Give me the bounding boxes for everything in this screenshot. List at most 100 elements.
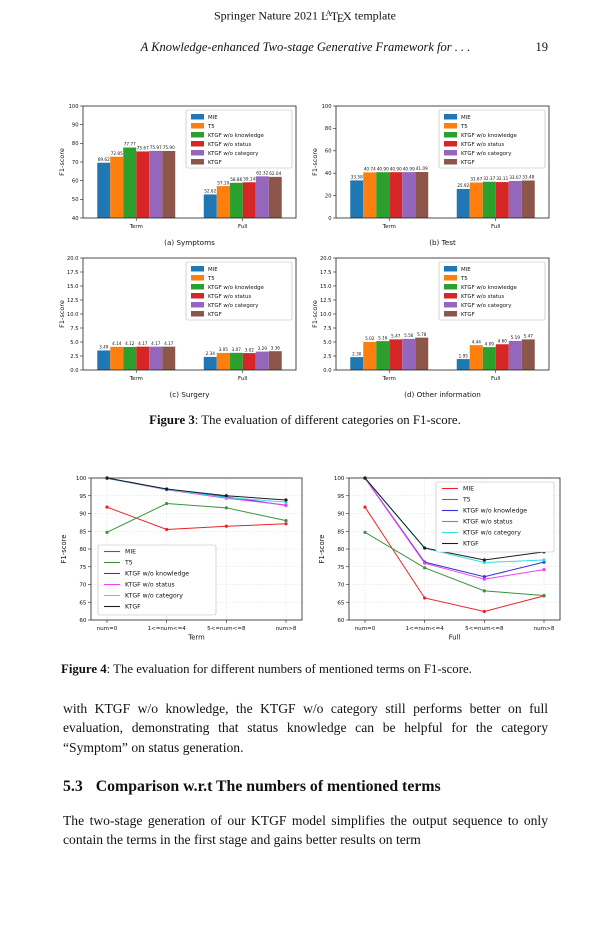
svg-text:15.0: 15.0 [67, 284, 79, 290]
svg-text:4.17: 4.17 [138, 341, 148, 346]
svg-text:KTGF w/o knowledge: KTGF w/o knowledge [463, 508, 527, 515]
svg-text:Term: Term [187, 634, 205, 642]
svg-text:3.49: 3.49 [99, 345, 109, 350]
svg-text:80: 80 [325, 126, 332, 132]
svg-text:95: 95 [337, 494, 345, 500]
svg-text:2.5: 2.5 [70, 354, 78, 360]
svg-text:4.09: 4.09 [485, 341, 495, 346]
body-text: with KTGF w/o knowledge, the KTGF w/o ca… [63, 699, 548, 850]
svg-text:5.56: 5.56 [404, 333, 414, 338]
svg-text:4.44: 4.44 [472, 339, 482, 344]
svg-text:F1-score: F1-score [58, 148, 66, 176]
svg-text:85: 85 [337, 529, 345, 535]
svg-text:5<=num<=8: 5<=num<=8 [207, 626, 246, 632]
svg-text:4.17: 4.17 [164, 341, 174, 346]
svg-text:7.5: 7.5 [70, 326, 78, 332]
svg-text:5.19: 5.19 [511, 335, 521, 340]
svg-text:100: 100 [76, 476, 87, 482]
figure-4-caption: Figure 4: The evaluation for different n… [61, 662, 570, 677]
svg-text:15.0: 15.0 [320, 284, 332, 290]
svg-text:5<=num<=8: 5<=num<=8 [465, 626, 504, 632]
svg-text:3.07: 3.07 [232, 347, 242, 352]
svg-text:T5: T5 [460, 276, 468, 282]
svg-text:32.11: 32.11 [496, 176, 508, 181]
svg-text:20.0: 20.0 [67, 256, 79, 262]
svg-text:60: 60 [79, 618, 87, 624]
svg-text:75: 75 [337, 565, 345, 571]
svg-text:KTGF: KTGF [208, 160, 222, 166]
svg-text:4.17: 4.17 [151, 341, 161, 346]
svg-text:4.60: 4.60 [498, 338, 508, 343]
paragraph-2: The two-stage generation of our KTGF mod… [63, 812, 548, 848]
svg-text:75.67: 75.67 [137, 146, 149, 151]
svg-text:KTGF: KTGF [463, 541, 479, 548]
svg-text:KTGF: KTGF [461, 312, 475, 318]
svg-text:70: 70 [337, 583, 345, 589]
svg-text:58.86: 58.86 [230, 177, 242, 182]
svg-text:59.14: 59.14 [243, 176, 255, 181]
svg-text:num>8: num>8 [276, 626, 297, 632]
svg-text:MIE: MIE [463, 486, 474, 493]
running-title: A Knowledge-enhanced Two-stage Generativ… [140, 40, 471, 54]
svg-text:40.90: 40.90 [390, 166, 402, 171]
svg-text:75.97: 75.97 [150, 145, 162, 150]
svg-text:KTGF w/o knowledge: KTGF w/o knowledge [461, 133, 518, 139]
figure-4-caption-text: : The evaluation for different numbers o… [106, 662, 472, 676]
figure-3-label: Figure 3 [149, 413, 195, 427]
svg-text:KTGF w/o knowledge: KTGF w/o knowledge [125, 571, 189, 578]
svg-text:Term: Term [382, 376, 396, 382]
svg-text:KTGF w/o status: KTGF w/o status [208, 142, 251, 148]
svg-text:MIE: MIE [208, 115, 218, 121]
svg-text:4.12: 4.12 [125, 341, 135, 346]
svg-text:100: 100 [334, 476, 345, 482]
figure-4-label: Figure 4 [61, 662, 107, 676]
svg-text:33.48: 33.48 [522, 175, 534, 180]
svg-text:40.90: 40.90 [377, 166, 389, 171]
svg-text:num=0: num=0 [355, 626, 376, 632]
chart-other-information: 0.0 2.5 5.0 7.5 10.0 12.5 15.0 17.5 20.0 F1-score… [311, 256, 550, 399]
svg-text:KTGF w/o category: KTGF w/o category [208, 303, 259, 309]
svg-text:12.5: 12.5 [67, 298, 79, 304]
svg-text:MIE: MIE [125, 549, 136, 556]
svg-text:70: 70 [79, 583, 87, 589]
svg-text:0: 0 [328, 216, 331, 222]
svg-text:100: 100 [322, 104, 332, 110]
svg-text:F1-score: F1-score [60, 535, 68, 564]
svg-text:KTGF: KTGF [208, 312, 222, 318]
svg-text:40: 40 [325, 171, 332, 177]
page-number: 19 [535, 40, 549, 54]
svg-text:90: 90 [337, 512, 345, 518]
svg-text:25.92: 25.92 [457, 183, 469, 188]
svg-text:KTGF w/o status: KTGF w/o status [125, 582, 175, 589]
svg-text:85: 85 [79, 529, 87, 535]
svg-text:KTGF w/o category: KTGF w/o category [208, 151, 259, 157]
svg-text:10.0: 10.0 [67, 312, 79, 318]
svg-text:Term: Term [129, 224, 143, 230]
svg-text:90: 90 [79, 512, 87, 518]
header-prefix: Springer Nature 2021 [214, 8, 321, 23]
svg-text:1<=num<=4: 1<=num<=4 [405, 626, 444, 632]
svg-text:T5: T5 [462, 497, 471, 504]
svg-text:KTGF w/o category: KTGF w/o category [463, 530, 521, 537]
svg-text:KTGF w/o status: KTGF w/o status [208, 294, 251, 300]
svg-text:7.5: 7.5 [323, 326, 331, 332]
svg-text:Full: Full [238, 224, 248, 230]
svg-text:40: 40 [72, 216, 79, 222]
svg-text:12.5: 12.5 [320, 298, 332, 304]
svg-text:40.99: 40.99 [403, 166, 415, 171]
svg-text:95: 95 [79, 494, 87, 500]
svg-text:(a) Symptoms: (a) Symptoms [164, 238, 215, 247]
svg-text:MIE: MIE [461, 115, 471, 121]
svg-text:F1-score: F1-score [311, 148, 319, 176]
svg-text:62.32: 62.32 [256, 171, 268, 176]
svg-text:KTGF w/o knowledge: KTGF w/o knowledge [208, 133, 265, 139]
svg-text:33.58: 33.58 [351, 175, 363, 180]
svg-text:62.04: 62.04 [269, 171, 281, 176]
svg-text:T5: T5 [460, 124, 468, 130]
svg-text:Full: Full [491, 376, 501, 382]
svg-text:MIE: MIE [208, 267, 218, 273]
svg-text:20: 20 [325, 193, 332, 199]
svg-text:KTGF w/o category: KTGF w/o category [461, 151, 512, 157]
svg-text:Full: Full [449, 634, 461, 642]
svg-text:72.85: 72.85 [111, 151, 123, 156]
